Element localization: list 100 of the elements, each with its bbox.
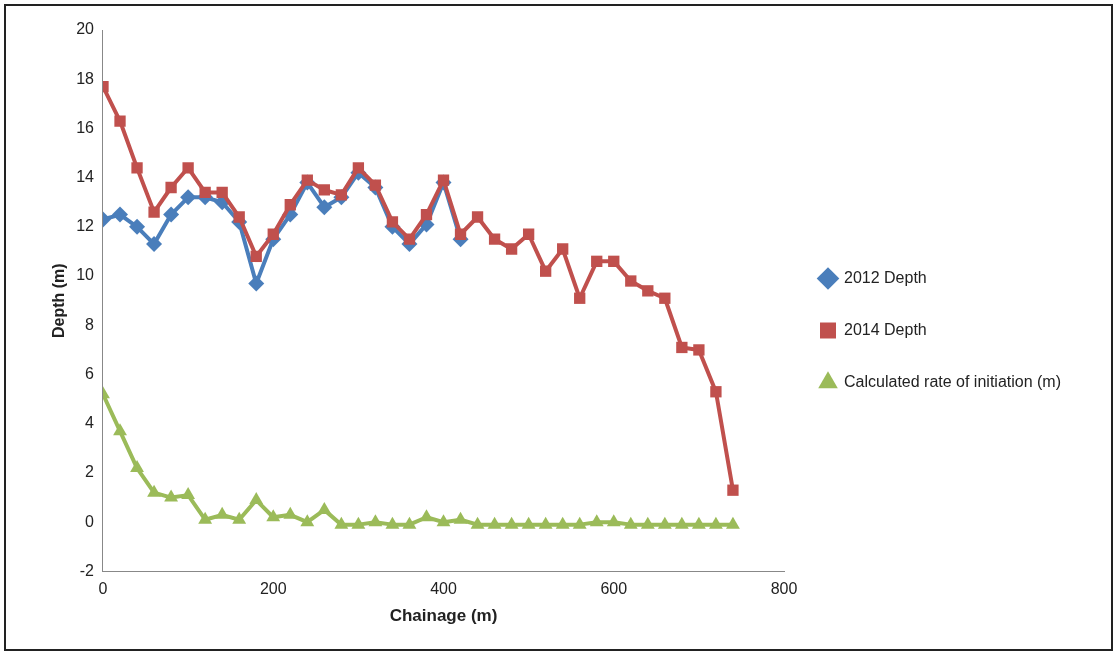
point	[403, 233, 416, 245]
point	[163, 206, 180, 223]
y-tick-label: 2	[85, 463, 95, 481]
x-axis-title: Chainage (m)	[389, 606, 498, 626]
point	[249, 492, 264, 505]
point	[334, 516, 349, 529]
point	[574, 292, 586, 304]
point	[112, 206, 129, 223]
point	[181, 487, 196, 500]
point	[676, 341, 688, 354]
point	[250, 250, 262, 263]
point	[557, 243, 569, 255]
point	[522, 228, 535, 240]
point	[555, 516, 570, 529]
point	[318, 184, 330, 196]
point	[317, 501, 332, 514]
point	[284, 199, 296, 211]
point	[420, 208, 433, 221]
point	[674, 516, 689, 529]
point	[708, 516, 723, 529]
y-tick-label: 12	[76, 217, 95, 235]
point	[504, 516, 519, 529]
point	[572, 516, 587, 529]
point	[693, 344, 705, 356]
legend-label: Calculated rate of initiation (m)	[844, 372, 1061, 390]
point	[216, 186, 228, 199]
point	[657, 516, 672, 529]
point	[470, 516, 485, 529]
y-axis-title: Depth (m)	[50, 263, 68, 339]
x-tick-label: 600	[600, 580, 628, 598]
point	[233, 211, 245, 223]
point	[589, 514, 604, 527]
point	[232, 511, 247, 524]
point	[691, 516, 706, 529]
point	[368, 514, 383, 527]
point	[198, 511, 213, 524]
point	[165, 181, 177, 194]
point	[436, 514, 451, 527]
point	[642, 285, 654, 297]
y-tick-label: 16	[76, 118, 95, 136]
y-tick-label: -2	[79, 561, 95, 579]
point	[369, 179, 382, 191]
point	[540, 265, 552, 277]
point	[608, 255, 620, 267]
point	[623, 516, 638, 529]
y-tick-label: 6	[85, 364, 95, 382]
y-tick-label: 20	[76, 20, 95, 38]
point	[199, 186, 211, 199]
point	[385, 516, 400, 529]
y-tick-label: 8	[85, 315, 95, 333]
point	[727, 484, 739, 496]
point	[130, 460, 144, 473]
x-tick-label: 800	[770, 580, 798, 598]
x-tick-label: 400	[430, 580, 457, 598]
y-tick-label: 14	[76, 168, 95, 186]
point	[488, 233, 501, 245]
point	[131, 162, 143, 174]
point	[625, 275, 637, 287]
point	[726, 516, 740, 529]
point	[538, 516, 553, 529]
point	[180, 189, 197, 206]
point	[386, 216, 399, 228]
point	[164, 489, 179, 502]
point	[147, 484, 161, 497]
point	[419, 509, 434, 522]
point	[267, 228, 279, 240]
point	[248, 275, 265, 292]
legend-label: 2012 Depth	[844, 268, 927, 286]
point	[710, 386, 722, 398]
point	[215, 506, 230, 519]
x-tick-label: 0	[98, 580, 108, 598]
point	[300, 514, 315, 527]
point	[335, 189, 348, 201]
y-tick-label: 10	[76, 266, 95, 284]
point	[487, 516, 502, 529]
point	[182, 162, 194, 174]
point	[453, 511, 468, 524]
point	[606, 514, 621, 527]
y-tick-label: 0	[85, 512, 95, 530]
point	[640, 516, 655, 529]
point	[352, 162, 365, 174]
point	[316, 199, 333, 216]
point	[114, 115, 126, 127]
point	[454, 228, 467, 240]
point	[113, 423, 127, 436]
point	[521, 516, 536, 529]
point	[266, 509, 281, 522]
point	[402, 516, 417, 529]
point	[129, 218, 146, 235]
point	[505, 243, 518, 255]
point	[591, 255, 603, 267]
y-tick-label: 18	[76, 69, 95, 87]
point	[437, 174, 450, 186]
y-tick-label: 4	[85, 414, 95, 432]
x-tick-label: 200	[259, 580, 287, 598]
point	[146, 236, 163, 253]
point	[471, 211, 484, 223]
point	[148, 206, 160, 218]
legend-label: 2014 Depth	[844, 320, 927, 338]
point	[351, 516, 366, 529]
